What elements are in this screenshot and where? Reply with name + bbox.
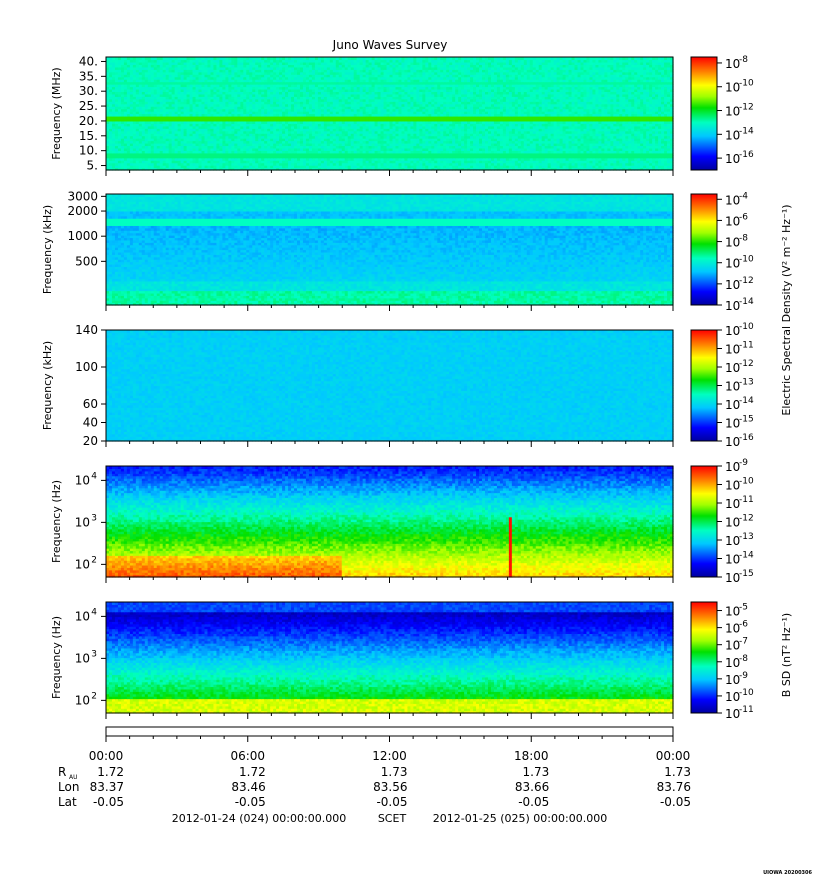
figure-title: Juno Waves Survey: [332, 38, 448, 52]
juno-waves-figure: Juno Waves Survey 5.10.15.20.25.30.35.40…: [0, 0, 815, 880]
spectrogram-panel-1: 5.10.15.20.25.30.35.40.Frequency (MHz): [50, 54, 674, 176]
